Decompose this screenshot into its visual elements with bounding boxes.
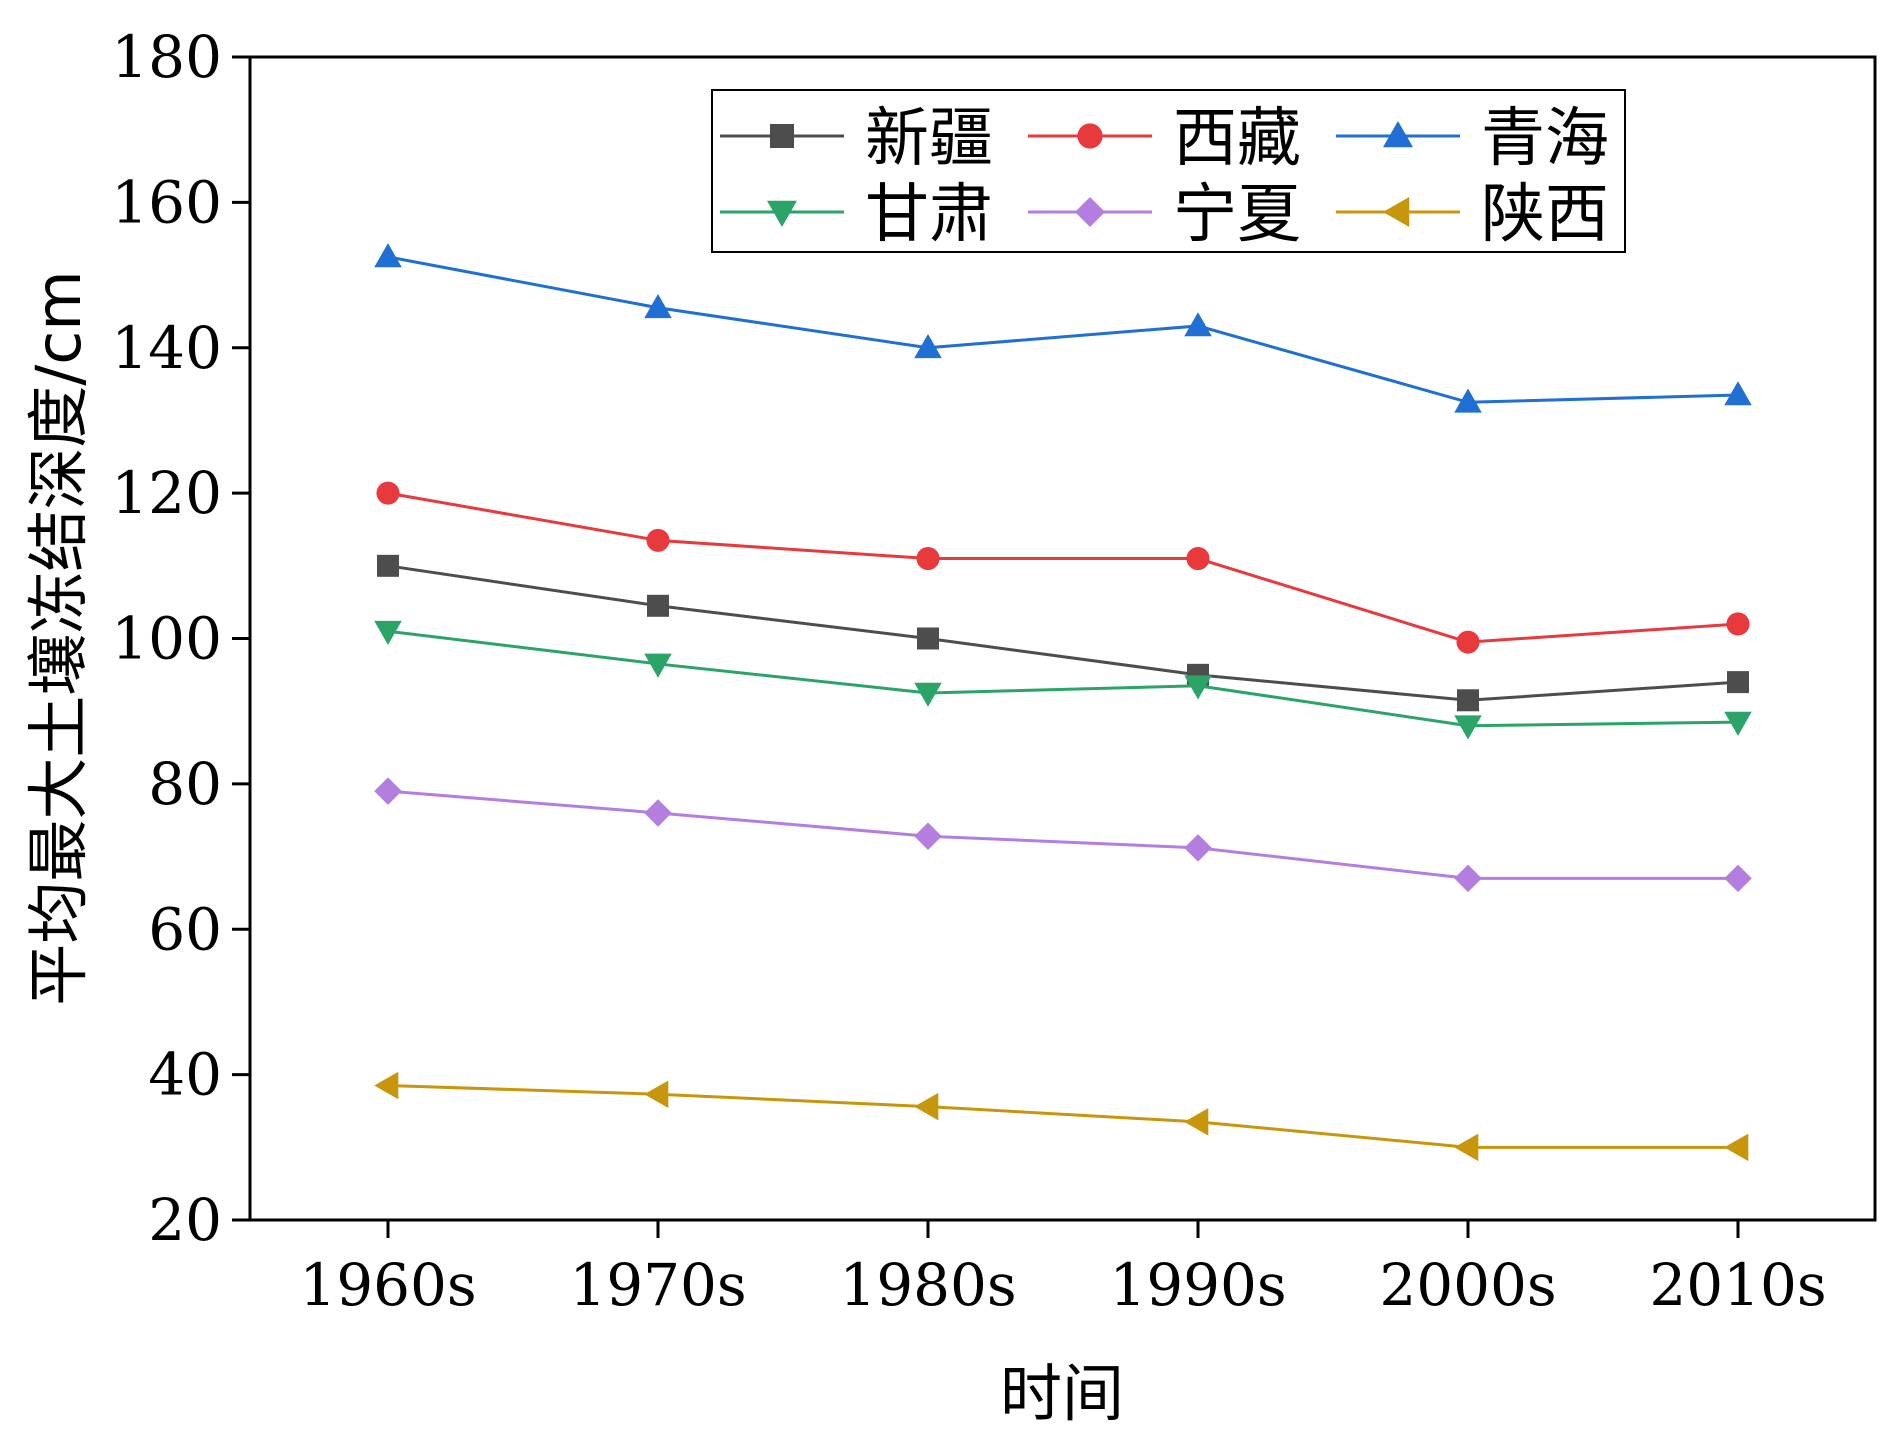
legend-marker bbox=[767, 200, 797, 227]
data-point bbox=[374, 777, 402, 805]
y-tick-label: 40 bbox=[148, 1041, 222, 1109]
y-tick-label: 60 bbox=[148, 895, 222, 963]
y-tick-label: 160 bbox=[111, 168, 222, 236]
series-line bbox=[387, 491, 1739, 644]
data-point bbox=[374, 243, 402, 268]
y-axis: 20 40 60 80 100 120 140 160 180 bbox=[111, 23, 250, 1254]
legend-marker bbox=[1075, 197, 1105, 227]
x-tick-label: 1990s bbox=[1109, 1251, 1286, 1319]
data-point bbox=[1186, 546, 1210, 571]
series-line bbox=[387, 255, 1739, 404]
data-point bbox=[1454, 1133, 1479, 1162]
legend-marker bbox=[770, 124, 794, 148]
data-point bbox=[646, 528, 670, 552]
data-point bbox=[374, 620, 402, 645]
series-line bbox=[387, 629, 1739, 728]
data-point bbox=[914, 1092, 939, 1121]
x-axis-label: 时间 bbox=[1000, 1357, 1124, 1430]
x-axis: 1960s 1970s 1980s 1990s 2000s 2010s bbox=[299, 1220, 1827, 1319]
data-point bbox=[1454, 388, 1482, 413]
series-layer bbox=[374, 243, 1752, 1162]
y-tick-label: 180 bbox=[111, 23, 222, 91]
data-point bbox=[647, 594, 669, 617]
y-tick-label: 100 bbox=[111, 605, 222, 673]
legend-item: 青海 bbox=[1336, 102, 1609, 176]
series-triangle-left bbox=[374, 1071, 1749, 1162]
x-tick-label: 1980s bbox=[839, 1251, 1016, 1319]
data-point bbox=[1457, 689, 1479, 712]
data-point bbox=[1454, 864, 1482, 893]
legend-item: 新疆 bbox=[720, 102, 993, 176]
data-point bbox=[377, 554, 399, 577]
data-point bbox=[914, 822, 942, 850]
series-triangle-down bbox=[374, 620, 1752, 740]
data-point bbox=[1184, 1108, 1209, 1136]
y-tick-label: 140 bbox=[111, 314, 222, 382]
legend-marker bbox=[1383, 121, 1413, 148]
y-tick-label: 80 bbox=[148, 750, 222, 818]
series-square bbox=[377, 554, 1749, 712]
data-point bbox=[1727, 671, 1749, 694]
data-point bbox=[644, 1080, 669, 1109]
legend-item: 西藏 bbox=[1028, 102, 1301, 176]
legend-marker bbox=[1077, 123, 1103, 149]
data-point bbox=[1184, 675, 1212, 700]
series-line bbox=[387, 1084, 1738, 1149]
data-point bbox=[644, 653, 672, 678]
series-diamond bbox=[374, 777, 1752, 893]
legend-label: 宁夏 bbox=[1173, 178, 1301, 252]
legend-box bbox=[711, 89, 1626, 253]
data-point bbox=[1724, 1133, 1749, 1162]
x-tick-label: 1960s bbox=[299, 1251, 476, 1319]
data-point bbox=[914, 682, 942, 707]
x-tick-label: 1970s bbox=[569, 1251, 746, 1319]
y-axis-label: 平均最大土壤冻结深度/cm bbox=[22, 270, 95, 1005]
legend-label: 青海 bbox=[1481, 102, 1609, 176]
legend-item: 陕西 bbox=[1336, 178, 1609, 252]
data-point bbox=[644, 294, 672, 319]
x-tick-label: 2010s bbox=[1649, 1251, 1826, 1319]
data-point bbox=[914, 334, 942, 359]
data-point bbox=[1724, 711, 1752, 736]
data-point bbox=[644, 799, 672, 827]
data-point bbox=[1184, 312, 1212, 337]
y-tick-label: 120 bbox=[111, 459, 222, 527]
legend-item: 宁夏 bbox=[1028, 178, 1301, 252]
legend-label: 甘肃 bbox=[865, 178, 993, 252]
series-circle bbox=[376, 481, 1750, 654]
data-point bbox=[916, 546, 940, 571]
data-point bbox=[1724, 864, 1752, 893]
series-line bbox=[387, 789, 1738, 880]
data-point bbox=[374, 1071, 399, 1100]
x-tick-label: 2000s bbox=[1379, 1251, 1556, 1319]
legend-label: 西藏 bbox=[1173, 102, 1301, 176]
series-triangle-up bbox=[374, 243, 1752, 413]
data-point bbox=[376, 481, 400, 505]
legend-label: 陕西 bbox=[1481, 178, 1609, 252]
data-point bbox=[1724, 381, 1752, 406]
data-point bbox=[1726, 612, 1750, 636]
data-point bbox=[1456, 630, 1480, 654]
series-line bbox=[387, 564, 1739, 702]
data-point bbox=[917, 627, 939, 650]
legend-item: 甘肃 bbox=[720, 178, 993, 252]
legend-marker bbox=[1383, 197, 1410, 227]
legend-label: 新疆 bbox=[865, 102, 993, 176]
data-point bbox=[1454, 715, 1482, 740]
y-tick-label: 20 bbox=[148, 1186, 222, 1254]
data-point bbox=[1184, 834, 1212, 862]
